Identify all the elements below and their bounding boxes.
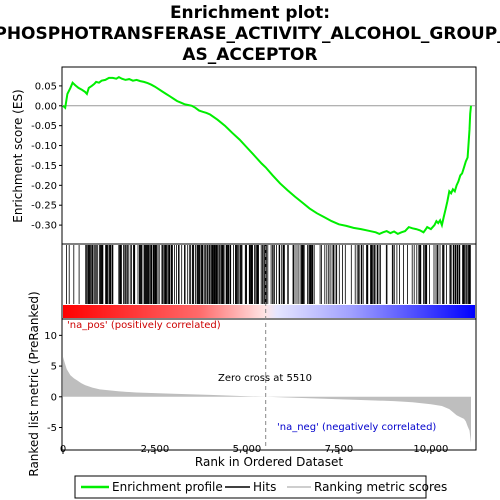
metric-y-axis-ticks: 10 5 0 -5 xyxy=(44,331,62,434)
chart-title-line-2: PHOSPHOTRANSFERASE_ACTIVITY_ALCOHOL_GROU… xyxy=(0,24,500,44)
x-tick-label: 2,500 xyxy=(141,444,170,455)
es-y-axis-label: Enrichment score (ES) xyxy=(11,89,25,222)
rank-colorbar xyxy=(63,305,475,318)
metric-y-tick-label: 5 xyxy=(51,362,57,373)
metric-y-tick-label: 0 xyxy=(51,392,57,403)
x-tick-label: 5,000 xyxy=(233,444,262,455)
chart-title-line-1: Enrichment plot: xyxy=(170,3,330,23)
x-tick-label: 0 xyxy=(60,444,66,455)
bottom-panel-frame xyxy=(61,318,477,451)
legend-enrichment-label: Enrichment profile xyxy=(112,480,223,494)
es-y-tick-label: -0.10 xyxy=(31,141,57,152)
x-axis-label: Rank in Ordered Dataset xyxy=(195,455,343,469)
legend-frame xyxy=(74,475,427,499)
es-y-tick-label: -0.15 xyxy=(31,161,57,172)
hits-panel xyxy=(61,243,477,320)
hit-lines xyxy=(66,245,471,304)
enrichment-profile-line xyxy=(62,75,472,236)
es-y-tick-label: -0.20 xyxy=(31,181,57,192)
es-y-tick-label: -0.30 xyxy=(31,221,57,232)
legend: Enrichment profile Hits Ranking metric s… xyxy=(74,475,447,499)
enrichment-profile-panel: 0.05 0.00 -0.05 -0.10 -0.15 -0.20 -0.25 -0.30 E… xyxy=(11,66,477,245)
metric-y-axis-label: Ranked list metric (PreRanked) xyxy=(27,291,41,476)
x-tick-label: 7,500 xyxy=(325,444,354,455)
chart-title-line-3: AS_ACCEPTOR xyxy=(182,45,317,65)
es-y-tick-label: 0.05 xyxy=(35,81,57,92)
zero-cross-label: Zero cross at 5510 xyxy=(218,373,312,384)
x-axis: 0 2,500 5,000 7,500 10,000 xyxy=(60,444,449,455)
top-panel-frame xyxy=(61,66,477,245)
es-y-tick-label: 0.00 xyxy=(35,101,57,112)
metric-y-tick-label: -5 xyxy=(47,423,57,434)
es-y-tick-label: -0.25 xyxy=(31,201,57,212)
ranking-metric-area xyxy=(63,356,471,443)
legend-hits-label: Hits xyxy=(253,480,276,494)
legend-metric-label: Ranking metric scores xyxy=(314,480,447,494)
metric-y-tick-label: 10 xyxy=(44,331,57,342)
es-y-tick-label: -0.05 xyxy=(31,121,57,132)
na-pos-label: 'na_pos' (positively correlated) xyxy=(67,320,221,331)
na-neg-label: 'na_neg' (negatively correlated) xyxy=(277,422,436,433)
es-y-axis-ticks: 0.05 0.00 -0.05 -0.10 -0.15 -0.20 -0.25 -0.30 xyxy=(31,81,62,232)
x-tick-label: 10,000 xyxy=(413,444,448,455)
